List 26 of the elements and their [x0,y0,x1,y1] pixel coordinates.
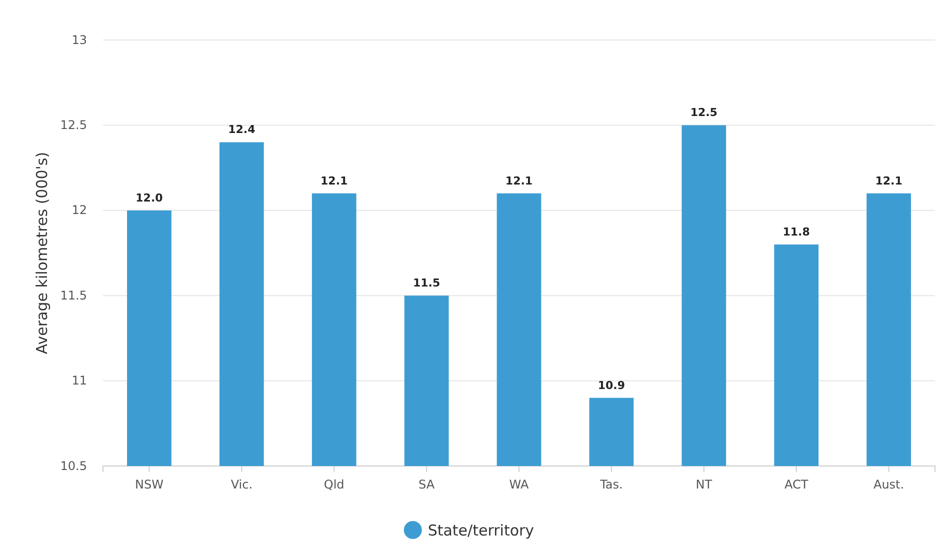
data-label: 11.5 [412,276,440,290]
data-label: 12.4 [228,123,256,136]
y-tick-label: 12.5 [60,118,87,132]
x-tick-label: NT [696,478,713,492]
data-label: 12.0 [136,191,164,204]
x-tick-label: Qld [324,478,344,492]
x-tick-label: Tas. [599,478,623,492]
y-tick-label: 13 [72,32,87,47]
legend-label: State/territory [428,522,534,540]
y-tick-label: 10.5 [60,458,87,473]
x-tick-label: ACT [784,478,809,492]
x-tick-label: NSW [134,478,164,492]
data-label: 12.5 [690,106,718,120]
x-tick-label: Vic. [230,478,253,492]
data-label: 11.8 [782,225,810,238]
y-axis-title: Average kilometres (000's) [33,152,51,354]
data-label: 12.1 [505,174,533,188]
x-tick-label: WA [509,478,530,492]
x-tick-label: Aust. [873,478,904,492]
y-tick-label: 11 [72,374,87,388]
data-label: 12.1 [875,174,902,188]
data-label: 10.9 [598,378,626,392]
y-tick-label: 11.5 [60,288,87,302]
x-tick-label: SA [418,478,436,492]
data-label: 12.1 [320,174,348,188]
y-tick-label: 12 [72,203,87,218]
